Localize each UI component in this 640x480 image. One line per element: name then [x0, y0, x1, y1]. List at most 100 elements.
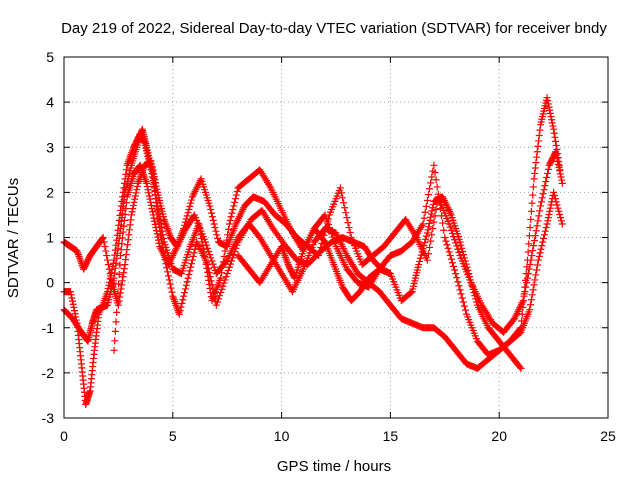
data-point-interp	[120, 184, 128, 192]
data-point-interp	[525, 232, 533, 240]
data-point-interp	[540, 234, 548, 242]
data-point-interp	[144, 186, 152, 194]
data-point-interp	[539, 190, 547, 198]
x-tick-label: 0	[60, 428, 68, 444]
data-point-interp	[120, 222, 128, 230]
data-point-interp	[469, 285, 477, 293]
data-point-interp	[525, 240, 533, 248]
data-point-interp	[533, 261, 541, 269]
data-point-interp	[454, 278, 462, 286]
data-point-interp	[324, 215, 332, 223]
data-point-interp	[429, 224, 437, 232]
data-point	[217, 274, 225, 282]
data-point-interp	[528, 291, 536, 299]
data-point-interp	[557, 173, 565, 181]
data-point-interp	[426, 185, 434, 193]
data-point-interp	[532, 159, 540, 167]
data-point-interp	[116, 293, 124, 301]
data-point-interp	[217, 289, 225, 297]
data-point-interp	[527, 215, 535, 223]
data-point	[184, 274, 192, 282]
data-point	[336, 184, 344, 192]
data-point-interp	[154, 206, 162, 214]
data-point-interp	[421, 238, 429, 246]
data-point-interp	[154, 233, 162, 241]
data-point-interp	[101, 243, 109, 251]
data-point-interp	[109, 259, 117, 267]
data-point-interp	[122, 205, 130, 213]
data-point	[99, 234, 107, 241]
data-point-interp	[453, 274, 461, 282]
data-point-interp	[131, 192, 139, 200]
data-point-interp	[458, 244, 466, 252]
data-point-interp	[118, 281, 126, 289]
data-point	[149, 211, 157, 219]
data-point	[537, 202, 545, 210]
data-point-interp	[448, 259, 456, 267]
data-point-interp	[538, 242, 546, 250]
data-point-interp	[232, 191, 240, 199]
data-point-interp	[556, 210, 564, 218]
data-point-interp	[530, 237, 538, 245]
data-point-interp	[540, 231, 548, 239]
data-point-interp	[70, 307, 78, 315]
data-point-interp	[120, 179, 128, 187]
data-point-interp	[120, 216, 128, 224]
data-point-interp	[125, 226, 133, 234]
data-point-interp	[143, 183, 151, 191]
data-point-interp	[121, 210, 129, 218]
data-point-interp	[209, 260, 217, 268]
data-point-interp	[159, 234, 167, 242]
data-point-interp	[343, 214, 351, 222]
data-point-interp	[440, 226, 448, 234]
data-point-interp	[181, 285, 189, 293]
data-point-interp	[152, 182, 160, 190]
data-point-interp	[552, 137, 560, 145]
data-point-interp	[104, 284, 112, 292]
data-point-interp	[179, 296, 187, 304]
data-point-interp	[111, 327, 119, 335]
data-point-interp	[557, 217, 565, 225]
data-point	[441, 234, 449, 241]
data-point-interp	[113, 231, 121, 239]
data-point	[225, 220, 233, 228]
data-point-interp	[421, 208, 429, 216]
data-point-interp	[127, 216, 135, 224]
data-point-interp	[213, 231, 221, 239]
data-point	[534, 256, 542, 264]
data-point-interp	[539, 238, 547, 246]
data-point-interp	[129, 205, 137, 213]
y-tick-label: 2	[46, 184, 54, 200]
data-point-interp	[553, 201, 561, 209]
data-point-interp	[205, 247, 213, 255]
data-point-interp	[225, 225, 233, 233]
data-point	[415, 261, 423, 269]
data-point-interp	[118, 277, 126, 285]
data-point-interp	[164, 268, 172, 276]
data-point-interp	[231, 195, 239, 203]
data-point-interp	[206, 251, 214, 259]
data-point-interp	[72, 313, 80, 321]
data-point-interp	[460, 254, 468, 262]
data-point-interp	[472, 295, 480, 303]
data-point-interp	[148, 205, 156, 213]
data-point-interp	[188, 260, 196, 268]
data-point	[519, 297, 527, 305]
data-point-interp	[111, 337, 119, 345]
data-point-interp	[113, 308, 121, 316]
data-point-interp	[119, 228, 127, 236]
data-point-interp	[533, 153, 541, 161]
data-point	[419, 220, 427, 228]
data-point	[110, 346, 118, 354]
data-point-interp	[152, 179, 160, 187]
data-point-interp	[459, 247, 467, 255]
data-point-interp	[544, 97, 552, 105]
data-point-interp	[537, 245, 545, 253]
data-point-interp	[520, 292, 528, 300]
data-point-interp	[427, 179, 435, 187]
data-point-interp	[222, 257, 230, 265]
data-point-interp	[187, 199, 195, 207]
data-point-interp	[227, 213, 235, 221]
data-point-interp	[210, 220, 218, 228]
